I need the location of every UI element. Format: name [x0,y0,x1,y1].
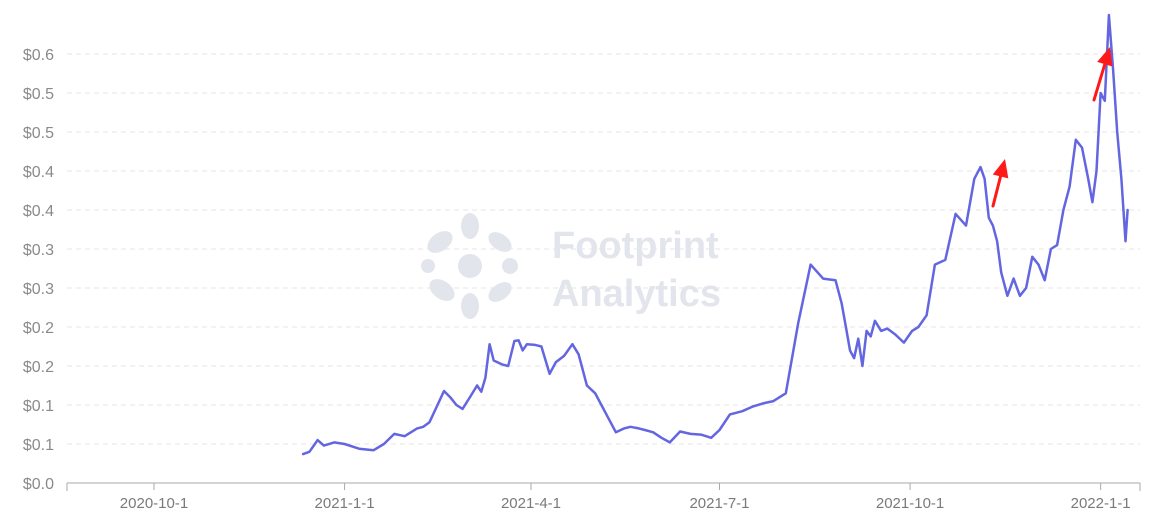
y-tick-label: $0.3 [23,242,54,259]
price-series-line [301,13,1129,456]
red-arrow-icon [991,159,1009,208]
y-tick-label: $0.1 [23,398,54,415]
y-tick-label: $0.2 [23,359,54,376]
x-tick-label: 2020-10-1 [120,495,188,512]
y-tick-label: $0.2 [23,320,54,337]
watermark: Footprint Analytics [421,213,721,319]
watermark-line-2: Analytics [552,273,721,315]
y-tick-label: $0.0 [23,476,54,493]
series-group [301,13,1129,456]
y-tick-label: $0.4 [23,203,54,220]
y-tick-label: $0.4 [23,164,54,181]
x-tick-label: 2021-4-1 [501,495,561,512]
y-tick-label: $0.5 [23,86,54,103]
y-tick-label: $0.5 [23,125,54,142]
watermark-line-1: Footprint [552,225,719,267]
footprint-logo-icon [421,213,518,319]
x-tick-label: 2021-1-1 [315,495,375,512]
y-axis: $0.0 $0.1 $0.1 $0.2 $0.2 $0.3 $0.3 $0.4 $0.4 $0.5… [23,47,54,493]
y-tick-label: $0.3 [23,281,54,298]
grid-lines [67,53,1140,445]
x-tick-label: 2021-7-1 [689,495,749,512]
annotations [991,47,1113,208]
x-tick-label: 2021-10-1 [876,495,944,512]
red-arrow-icon [1092,47,1113,102]
y-tick-label: $0.1 [23,437,54,454]
y-tick-label: $0.6 [23,47,54,64]
x-axis: 2020-10-1 2021-1-1 2021-4-1 2021-7-1 2021-10… [66,482,1141,512]
x-tick-label: 2022-1-1 [1071,495,1131,512]
